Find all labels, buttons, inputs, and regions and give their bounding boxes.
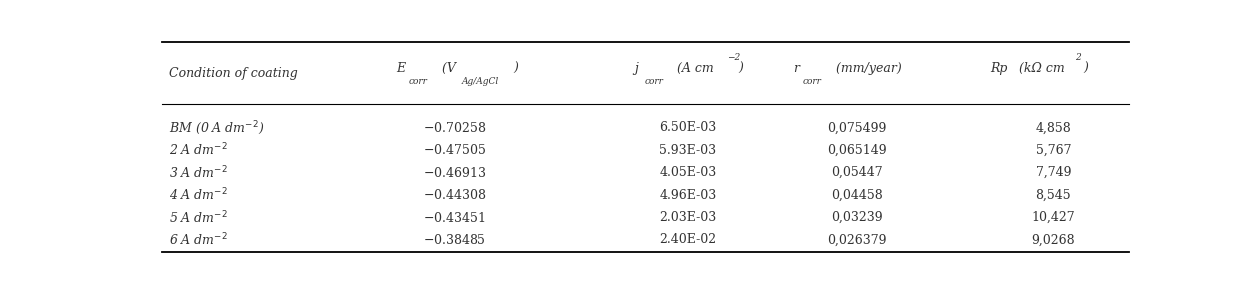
Text: ): ) xyxy=(1084,62,1089,75)
Text: 4.96E-03: 4.96E-03 xyxy=(660,189,716,202)
Text: $-$0.47505: $-$0.47505 xyxy=(422,143,485,157)
Text: (kΩ cm: (kΩ cm xyxy=(1016,62,1065,75)
Text: 0,065149: 0,065149 xyxy=(827,144,886,157)
Text: BM (0 A dm$^{-2}$): BM (0 A dm$^{-2}$) xyxy=(168,119,264,137)
Text: 9,0268: 9,0268 xyxy=(1032,233,1075,246)
Text: 8,545: 8,545 xyxy=(1036,189,1071,202)
Text: 5.93E-03: 5.93E-03 xyxy=(660,144,716,157)
Text: 6.50E-03: 6.50E-03 xyxy=(660,121,716,134)
Text: corr: corr xyxy=(644,77,664,86)
Text: 4.05E-03: 4.05E-03 xyxy=(660,166,716,179)
Text: corr: corr xyxy=(409,77,427,86)
Text: −2: −2 xyxy=(727,53,740,62)
Text: (mm/year): (mm/year) xyxy=(832,62,903,75)
Text: (A cm: (A cm xyxy=(674,62,714,75)
Text: 0,075499: 0,075499 xyxy=(827,121,886,134)
Text: $-$0.70258: $-$0.70258 xyxy=(422,121,486,135)
Text: 2 A dm$^{-2}$: 2 A dm$^{-2}$ xyxy=(168,142,228,159)
Text: E: E xyxy=(396,62,405,75)
Text: r: r xyxy=(793,62,799,75)
Text: 3 A dm$^{-2}$: 3 A dm$^{-2}$ xyxy=(168,164,228,181)
Text: 5 A dm$^{-2}$: 5 A dm$^{-2}$ xyxy=(168,209,228,226)
Text: 0,03239: 0,03239 xyxy=(831,211,882,224)
Text: 5,767: 5,767 xyxy=(1036,144,1071,157)
Text: Condition of coating: Condition of coating xyxy=(168,67,298,79)
Text: corr: corr xyxy=(803,77,822,86)
Text: 2.40E-02: 2.40E-02 xyxy=(660,233,716,246)
Text: $-$0.46913: $-$0.46913 xyxy=(422,166,486,180)
Text: ): ) xyxy=(739,62,744,75)
Text: $-$0.44308: $-$0.44308 xyxy=(422,188,486,202)
Text: 6 A dm$^{-2}$: 6 A dm$^{-2}$ xyxy=(168,232,228,248)
Text: 2.03E-03: 2.03E-03 xyxy=(660,211,716,224)
Text: ): ) xyxy=(514,62,519,75)
Text: 7,749: 7,749 xyxy=(1036,166,1071,179)
Text: (V: (V xyxy=(437,62,455,75)
Text: 4,858: 4,858 xyxy=(1036,121,1071,134)
Text: 0,04458: 0,04458 xyxy=(831,189,882,202)
Text: Ag/AgCl: Ag/AgCl xyxy=(463,77,499,86)
Text: Rp: Rp xyxy=(991,62,1007,75)
Text: $-$0.38485: $-$0.38485 xyxy=(422,233,485,247)
Text: j: j xyxy=(635,62,639,75)
Text: 0,026379: 0,026379 xyxy=(827,233,886,246)
Text: $-$0.43451: $-$0.43451 xyxy=(424,210,485,225)
Text: 0,05447: 0,05447 xyxy=(831,166,882,179)
Text: 10,427: 10,427 xyxy=(1032,211,1075,224)
Text: 2: 2 xyxy=(1075,53,1081,62)
Text: 4 A dm$^{-2}$: 4 A dm$^{-2}$ xyxy=(168,187,228,203)
